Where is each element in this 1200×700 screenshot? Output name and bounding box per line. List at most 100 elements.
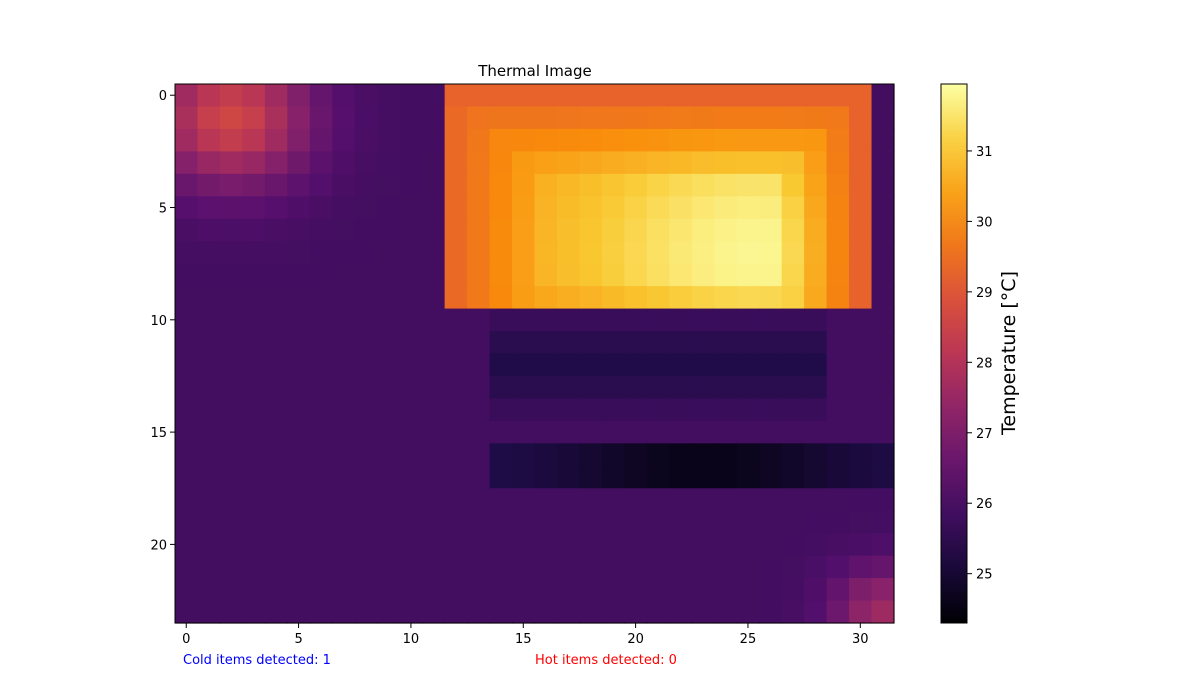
heatmap-cell — [624, 443, 648, 467]
heatmap-cell — [579, 578, 603, 602]
heatmap-cell — [512, 533, 536, 557]
heatmap-cell — [781, 84, 805, 108]
heatmap-cell — [646, 398, 670, 422]
heatmap-cell — [736, 331, 760, 355]
heatmap-cell — [579, 84, 603, 108]
heatmap-cell — [354, 173, 378, 197]
heatmap-cell — [242, 510, 266, 534]
heatmap-cell — [399, 151, 423, 175]
heatmap-cell — [849, 600, 873, 624]
heatmap-cell — [669, 600, 693, 624]
heatmap-cell — [175, 465, 199, 489]
heatmap-cell — [601, 398, 625, 422]
heatmap-cell — [871, 218, 895, 242]
heatmap-cell — [444, 196, 468, 220]
heatmap-cell — [781, 555, 805, 579]
heatmap-cell — [377, 465, 401, 489]
heatmap-cell — [219, 533, 244, 557]
heatmap-cell — [759, 196, 783, 220]
heatmap-cell — [512, 600, 536, 624]
heatmap-cell — [736, 286, 760, 310]
heatmap-cell — [646, 173, 670, 197]
heatmap-cell — [826, 151, 850, 175]
heatmap-cell — [377, 128, 401, 152]
heatmap-cell — [781, 465, 805, 489]
heatmap-cell — [354, 420, 378, 444]
heatmap-cell — [556, 308, 581, 332]
heatmap-cell — [601, 286, 625, 310]
heatmap-cell — [871, 241, 895, 265]
heatmap-cell — [467, 151, 491, 175]
heatmap-cell — [197, 353, 221, 377]
heatmap-cell — [871, 173, 895, 197]
heatmap-cell — [219, 353, 244, 377]
heatmap-cell — [264, 555, 288, 579]
heatmap-cell — [579, 106, 603, 130]
heatmap-cell — [287, 331, 311, 355]
heatmap-cell — [287, 263, 311, 287]
heatmap-cell — [332, 263, 356, 287]
heatmap-cell — [467, 600, 491, 624]
heatmap-cell — [175, 443, 199, 467]
heatmap-cell — [646, 353, 670, 377]
heatmap-cell — [871, 286, 895, 310]
heatmap-cell — [849, 510, 873, 534]
heatmap-cell — [512, 465, 536, 489]
heatmap-cell — [354, 600, 378, 624]
heatmap-cell — [242, 241, 266, 265]
heatmap-cell — [534, 465, 558, 489]
heatmap-cell — [175, 533, 199, 557]
heatmap-cell — [579, 308, 603, 332]
heatmap-cell — [197, 263, 221, 287]
heatmap-cell — [646, 555, 670, 579]
heatmap-cell — [826, 578, 850, 602]
heatmap-cell — [601, 488, 625, 512]
heatmap-cell — [175, 196, 199, 220]
heatmap-cell — [826, 218, 850, 242]
heatmap-cell — [579, 128, 603, 152]
heatmap-cell — [556, 578, 581, 602]
heatmap-cell — [849, 331, 873, 355]
heatmap-cell — [804, 218, 828, 242]
heatmap-cell — [624, 555, 648, 579]
heatmap-cell — [714, 173, 738, 197]
heatmap-cell — [826, 241, 850, 265]
heatmap-cell — [579, 465, 603, 489]
heatmap-cell — [332, 488, 356, 512]
heatmap-cell — [489, 510, 513, 534]
heatmap-cell — [556, 375, 581, 400]
heatmap-cell — [309, 241, 333, 265]
heatmap-cell — [736, 488, 760, 512]
heatmap-cell — [309, 555, 333, 579]
heatmap-cell — [759, 398, 783, 422]
heatmap-cell — [826, 128, 850, 152]
heatmap-cell — [849, 398, 873, 422]
heatmap-cell — [646, 151, 670, 175]
heatmap-cell — [489, 263, 513, 287]
heatmap-cell — [197, 420, 221, 444]
heatmap-cell — [467, 84, 491, 108]
heatmap-cell — [219, 218, 244, 242]
heatmap-cell — [467, 375, 491, 400]
heatmap-cell — [646, 488, 670, 512]
heatmap-cell — [669, 533, 693, 557]
heatmap-cell — [669, 173, 693, 197]
heatmap-cell — [781, 286, 805, 310]
heatmap-cell — [556, 241, 581, 265]
heatmap-cell — [781, 510, 805, 534]
heatmap-cell — [849, 263, 873, 287]
heatmap-cell — [691, 398, 715, 422]
heatmap-cell — [781, 106, 805, 130]
heatmap-cell — [399, 241, 423, 265]
heatmap-cell — [624, 173, 648, 197]
heatmap-cell — [871, 533, 895, 557]
heatmap-cell — [242, 420, 266, 444]
heatmap-cell — [804, 488, 828, 512]
heatmap-cell — [871, 196, 895, 220]
heatmap-cell — [804, 84, 828, 108]
heatmap-cell — [646, 241, 670, 265]
x-tick-label: 5 — [294, 632, 302, 647]
heatmap-cell — [826, 443, 850, 467]
heatmap-cell — [759, 241, 783, 265]
heatmap-cell — [714, 353, 738, 377]
